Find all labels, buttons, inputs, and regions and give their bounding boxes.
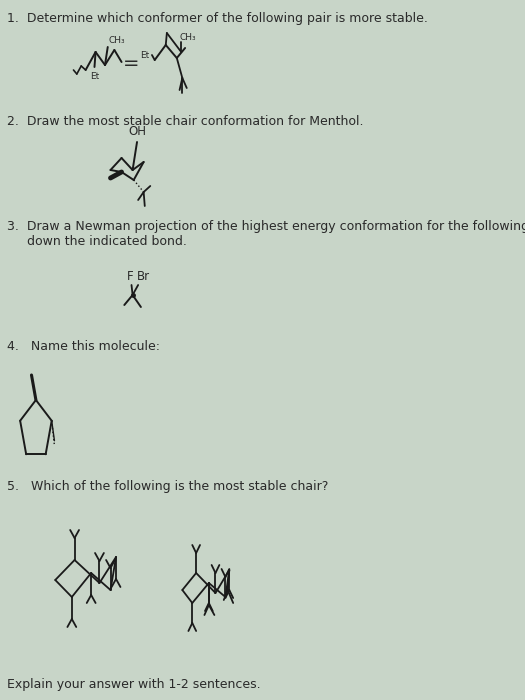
- Text: 2.  Draw the most stable chair conformation for Menthol.: 2. Draw the most stable chair conformati…: [7, 115, 363, 128]
- Text: Et: Et: [140, 50, 149, 60]
- Text: 4.   Name this molecule:: 4. Name this molecule:: [7, 340, 160, 353]
- Text: Explain your answer with 1-2 sentences.: Explain your answer with 1-2 sentences.: [7, 678, 260, 691]
- Text: F: F: [127, 270, 134, 283]
- Text: CH₃: CH₃: [109, 36, 125, 45]
- Text: 1.  Determine which conformer of the following pair is more stable.: 1. Determine which conformer of the foll…: [7, 12, 427, 25]
- Text: CH₃: CH₃: [180, 33, 196, 42]
- Text: =: =: [123, 53, 140, 73]
- Text: Et: Et: [90, 72, 99, 81]
- Text: 3.  Draw a Newman projection of the highest energy conformation for the followin: 3. Draw a Newman projection of the highe…: [7, 220, 525, 248]
- Text: 5.   Which of the following is the most stable chair?: 5. Which of the following is the most st…: [7, 480, 328, 493]
- Text: Br: Br: [137, 270, 150, 283]
- Text: OH: OH: [128, 125, 146, 138]
